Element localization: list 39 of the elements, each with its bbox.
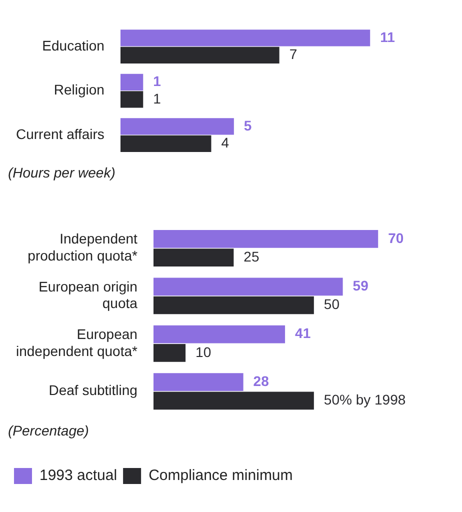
- bar: [153, 344, 186, 362]
- bar: [120, 118, 234, 135]
- data-label: 7: [289, 46, 298, 62]
- y-tick-label: Independent production quota*: [28, 230, 138, 264]
- data-label: 11: [380, 28, 396, 45]
- text: (Hours per week): [8, 164, 116, 180]
- y-tick-label: European independent quota*: [16, 326, 138, 359]
- bar: [120, 46, 280, 64]
- bar: [153, 325, 286, 344]
- text: (Percentage): [8, 422, 89, 438]
- data-label: 28: [253, 372, 270, 389]
- bar: [153, 296, 314, 314]
- bar: [153, 230, 378, 248]
- data-label: 10: [196, 344, 212, 360]
- legend-label: 1993 actual: [40, 467, 118, 484]
- data-label: 5: [244, 117, 252, 134]
- data-label: 41: [295, 325, 311, 342]
- data-label: 4: [221, 134, 230, 151]
- data-label: 1: [153, 73, 162, 90]
- legend-label: Compliance minimum: [148, 467, 293, 484]
- bar: [120, 30, 370, 46]
- bar: [120, 74, 144, 90]
- data-label: 70: [388, 230, 404, 246]
- bar: [120, 91, 144, 108]
- y-tick-label: Religion: [54, 82, 104, 98]
- y-tick-label: European origin quota: [38, 278, 138, 312]
- y-tick-label: Deaf subtitling: [48, 382, 138, 398]
- bar: [153, 392, 314, 410]
- data-label: 1: [153, 90, 162, 106]
- y-tick-label: Current affairs: [16, 126, 104, 142]
- data-label: 25: [244, 248, 260, 264]
- y-tick-label: Education: [42, 37, 104, 54]
- bar: [153, 373, 244, 391]
- bar: [120, 135, 212, 152]
- bar: [153, 248, 234, 266]
- data-label: 59: [352, 278, 369, 294]
- data-label: 50% by 1998: [324, 392, 406, 408]
- data-label: 50: [324, 296, 340, 312]
- bar: [153, 278, 343, 296]
